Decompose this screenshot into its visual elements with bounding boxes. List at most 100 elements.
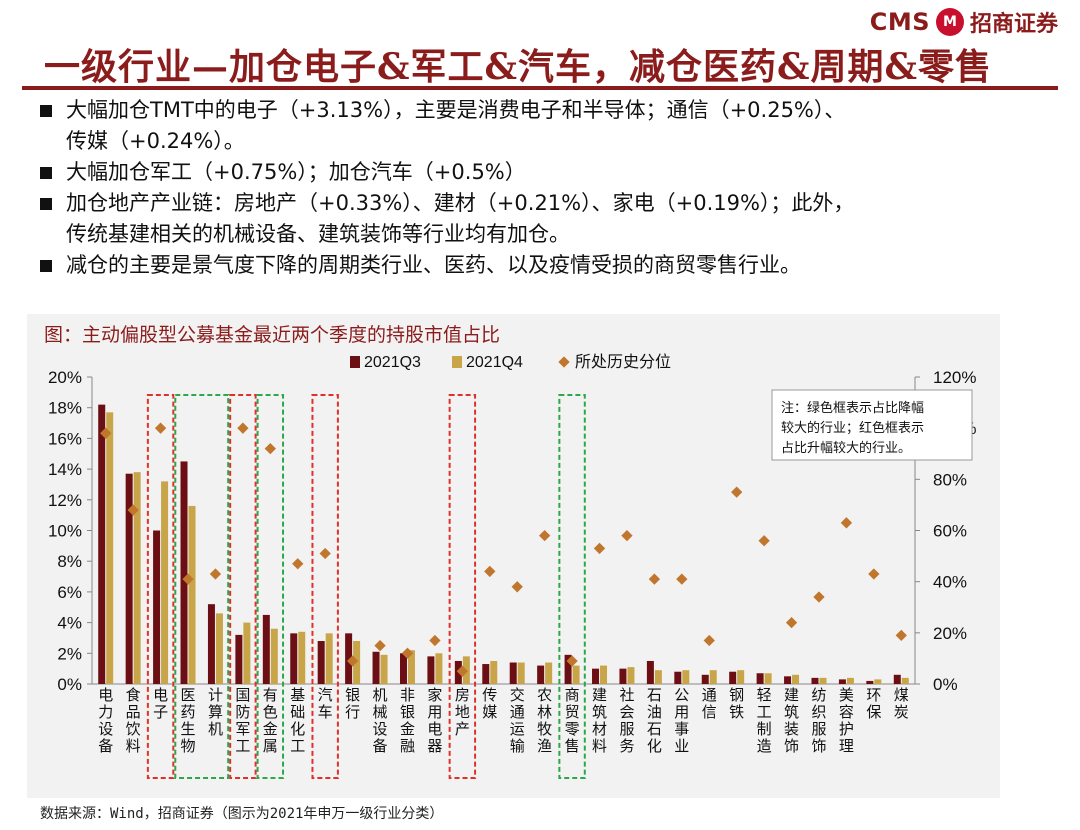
percentile-marker bbox=[731, 486, 743, 498]
bar-2021q4 bbox=[215, 613, 223, 684]
percentile-marker bbox=[456, 665, 469, 677]
x-tick-label: 轻工制造 bbox=[757, 686, 772, 755]
x-tick-label: 传媒 bbox=[482, 686, 497, 721]
bar-2021q4 bbox=[380, 654, 388, 684]
bullet-text: 减仓的主要是景气度下降的周期类行业、医药、以及疫情受损的商贸零售行业。 bbox=[66, 250, 1056, 281]
x-tick-label: 商贸零售 bbox=[565, 686, 580, 755]
bar-2021q3 bbox=[125, 473, 133, 684]
percentile-marker bbox=[593, 542, 606, 555]
bullet-square-icon bbox=[40, 105, 52, 117]
percentile-marker bbox=[182, 573, 194, 585]
note-line: 较大的行业；红色框表示 bbox=[781, 420, 924, 436]
y-left-tick-label: 14% bbox=[48, 460, 82, 479]
bar-2021q4 bbox=[600, 665, 608, 684]
bar-2021q3 bbox=[537, 665, 545, 684]
x-tick-label: 房地产 bbox=[455, 686, 470, 738]
percentile-marker bbox=[868, 568, 880, 580]
red-highlight-box bbox=[311, 394, 339, 779]
bar-2021q4 bbox=[325, 633, 333, 684]
bar-2021q3 bbox=[564, 654, 572, 684]
bar-2021q3 bbox=[180, 461, 188, 684]
bullet-line: 加仓地产产业链：房地产（+0.33%）、建材（+0.21%）、家电（+0.19%… bbox=[66, 191, 855, 215]
x-tick-label: 国防军工 bbox=[235, 686, 250, 755]
x-tick-label: 食品饮料 bbox=[126, 686, 141, 755]
percentile-marker bbox=[511, 581, 523, 593]
percentile-marker bbox=[785, 616, 798, 629]
bar-2021q4 bbox=[133, 472, 141, 684]
percentile-marker bbox=[346, 655, 359, 667]
x-tick-label: 环保 bbox=[866, 686, 881, 721]
legend-swatch-percentile bbox=[558, 356, 570, 368]
legend-swatch-2021q3 bbox=[350, 356, 360, 368]
y-right-tick-label: 120% bbox=[933, 368, 976, 387]
percentile-marker bbox=[676, 573, 688, 585]
bullet-text: 大幅加仓军工（+0.75%）；加仓汽车（+0.5%） bbox=[66, 157, 1056, 188]
green-highlight-box bbox=[174, 394, 230, 779]
bar-2021q4 bbox=[846, 677, 854, 684]
bullet-text: 大幅加仓TMT中的电子（+3.13%），主要是消费电子和半导体；通信（+0.25… bbox=[66, 95, 1056, 157]
percentile-marker bbox=[813, 591, 825, 603]
x-tick-label: 有色金属 bbox=[263, 686, 278, 755]
percentile-marker bbox=[703, 634, 715, 647]
bar-2021q4 bbox=[243, 622, 251, 684]
y-right-tick-label: 80% bbox=[933, 470, 967, 489]
red-highlight-box bbox=[229, 394, 257, 779]
x-tick-label: 汽车 bbox=[318, 686, 333, 721]
bar-2021q3 bbox=[317, 641, 325, 684]
percentile-marker bbox=[401, 647, 414, 659]
y-right-tick-label: 0% bbox=[933, 675, 958, 694]
bullet-item: 加仓地产产业链：房地产（+0.33%）、建材（+0.21%）、家电（+0.19%… bbox=[36, 188, 1056, 250]
bar-2021q4 bbox=[627, 667, 635, 684]
y-left-tick-label: 12% bbox=[48, 491, 82, 510]
bar-2021q3 bbox=[646, 660, 654, 684]
bar-2021q3 bbox=[674, 671, 682, 684]
x-tick-label: 公用事业 bbox=[674, 686, 689, 755]
bar-2021q4 bbox=[106, 412, 114, 684]
logo-name: 招商证券 bbox=[969, 12, 1058, 37]
y-left-tick-label: 6% bbox=[57, 583, 82, 602]
x-tick-label: 医药生物 bbox=[181, 686, 196, 755]
bullet-text: 加仓地产产业链：房地产（+0.33%）、建材（+0.21%）、家电（+0.19%… bbox=[66, 188, 1056, 250]
bullet-item: 大幅加仓TMT中的电子（+3.13%），主要是消费电子和半导体；通信（+0.25… bbox=[36, 95, 1056, 157]
bar-2021q4 bbox=[819, 677, 827, 684]
bullet-line: 传媒（+0.24%）。 bbox=[66, 129, 245, 153]
bar-2021q4 bbox=[764, 673, 772, 684]
x-tick-label: 建筑材料 bbox=[592, 686, 607, 755]
bar-2021q3 bbox=[509, 662, 517, 684]
bar-2021q3 bbox=[838, 679, 846, 684]
x-tick-label: 钢铁 bbox=[729, 686, 744, 721]
x-tick-label: 美容护理 bbox=[839, 686, 854, 755]
bar-2021q4 bbox=[682, 670, 690, 684]
x-tick-label: 家用电器 bbox=[427, 686, 442, 755]
bullet-line: 传统基建相关的机械设备、建筑装饰等行业均有加仓。 bbox=[66, 222, 570, 246]
y-left-tick-label: 16% bbox=[48, 429, 82, 448]
bar-2021q3 bbox=[729, 671, 737, 684]
bar-2021q4 bbox=[270, 628, 278, 684]
bar-2021q4 bbox=[188, 505, 196, 684]
x-tick-label: 银行 bbox=[345, 686, 360, 721]
bar-2021q4 bbox=[490, 660, 498, 684]
x-tick-label: 交通运输 bbox=[510, 686, 525, 755]
percentile-marker bbox=[374, 639, 386, 652]
bar-2021q3 bbox=[262, 614, 270, 684]
bar-2021q3 bbox=[235, 634, 243, 684]
bullet-line: 大幅加仓军工（+0.75%）；加仓汽车（+0.5%） bbox=[66, 160, 526, 184]
legend-label-2021q4: 2021Q4 bbox=[466, 354, 523, 371]
x-tick-label: 基础化工 bbox=[290, 686, 305, 755]
bullet-list: 大幅加仓TMT中的电子（+3.13%），主要是消费电子和半导体；通信（+0.25… bbox=[36, 95, 1056, 281]
red-highlight-box bbox=[146, 394, 175, 779]
y-right-tick-label: 40% bbox=[933, 573, 967, 592]
x-tick-label: 建筑装饰 bbox=[784, 686, 799, 755]
bar-2021q3 bbox=[153, 530, 161, 684]
bullet-square-icon bbox=[40, 198, 52, 210]
percentile-marker bbox=[758, 535, 770, 547]
y-left-tick-label: 20% bbox=[48, 368, 82, 387]
y-left-tick-label: 18% bbox=[48, 399, 82, 418]
bar-2021q4 bbox=[654, 670, 662, 684]
data-source: 数据来源：Wind，招商证券（图示为2021年申万一级行业分类） bbox=[40, 806, 444, 822]
y-left-tick-label: 0% bbox=[57, 675, 82, 694]
red-highlight-box bbox=[448, 394, 477, 779]
y-left-tick-label: 8% bbox=[57, 552, 82, 571]
bar-2021q3 bbox=[399, 653, 407, 684]
bar-2021q3 bbox=[207, 604, 215, 684]
